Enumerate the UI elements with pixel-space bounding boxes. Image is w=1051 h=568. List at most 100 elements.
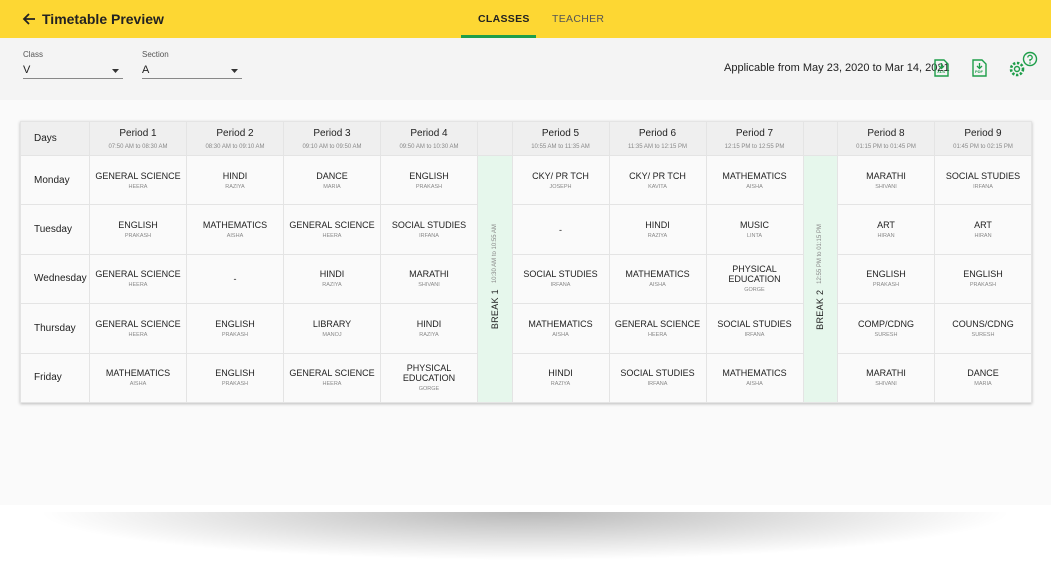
subject: GENERAL SCIENCE [289, 220, 375, 231]
period-name: Period 7 [735, 127, 774, 139]
lesson-cell: ENGLISH PRAKASH [380, 154, 478, 206]
field-value: A [142, 64, 150, 76]
teacher: PRAKASH [415, 183, 443, 190]
period-time: 12:15 PM to 12:55 PM [724, 143, 785, 150]
lesson-cell: SOCIAL STUDIES IRFANA [511, 253, 610, 305]
day-row: Wednesday GENERAL SCIENCE HEERA - HINDI RAZIY… [20, 253, 1032, 305]
subject: MATHEMATICS [722, 170, 787, 181]
subject: PHYSICAL EDUCATION [402, 363, 456, 384]
icon [934, 59, 949, 77]
period-time: 10:55 AM to 11:35 AM [531, 143, 590, 150]
teacher: PRAKASH [221, 381, 249, 388]
lesson-cell: GENERAL SCIENCE HEERA [608, 303, 707, 354]
lesson-cell: SOCIAL STUDIES IRFANA [380, 204, 478, 255]
period-name: Period 3 [313, 127, 351, 139]
subject: MATHEMATICS [528, 318, 593, 329]
subject: ENGLISH [118, 220, 158, 231]
period-time: 08:30 AM to 09:10 AM [205, 143, 265, 150]
subject: HINDI [319, 269, 345, 280]
lesson-cell: HINDI RAZIYA [283, 253, 381, 305]
subject: - [233, 273, 237, 284]
teacher: SURESH [874, 331, 898, 338]
teacher: RAZIYA [419, 331, 439, 338]
page-shadow [40, 512, 1010, 560]
teacher: GORGE [418, 386, 440, 393]
period-name: Period 2 [216, 127, 254, 139]
teacher: RAZIYA [225, 183, 245, 190]
teacher: MANOJ [322, 331, 342, 338]
app-bar: Timetable Preview CLASSES TEACHER [0, 0, 1051, 38]
teacher: HEERA [128, 183, 148, 190]
icon-label: PDF [975, 69, 983, 74]
lesson-cell: MATHEMATICS AISHA [608, 253, 707, 305]
lesson-cell: GENERAL SCIENCE HEERA [89, 303, 187, 354]
teacher: AISHA [746, 381, 763, 388]
period-time: 01:15 PM to 01:45 PM [856, 143, 916, 150]
days-header: Days [20, 121, 90, 156]
break-header [802, 121, 838, 156]
lesson-cell: DANCE MARIA [934, 352, 1032, 403]
tab[interactable]: TEACHER [552, 13, 605, 25]
class-select[interactable]: V [23, 62, 123, 79]
subject: MARATHI [866, 170, 906, 181]
subject: ENGLISH [409, 170, 449, 181]
teacher: IRFANA [647, 381, 668, 388]
subject: GENERAL SCIENCE [614, 318, 701, 329]
tab[interactable]: CLASSES [478, 13, 530, 25]
lesson-cell: HINDI RAZIYA [186, 154, 284, 206]
teacher: MARIA [974, 381, 992, 388]
teacher: RAZIYA [550, 381, 571, 388]
lesson-cell: MATHEMATICS AISHA [186, 204, 284, 255]
period-header: Period 2 08:30 AM to 09:10 AM [186, 121, 284, 156]
teacher: SHIVANI [418, 282, 440, 289]
lesson-cell: CKY/ PR TCH KAVITA [608, 154, 707, 206]
applicable-dates: Applicable from May 23, 2020 to Mar 14, … [724, 62, 950, 74]
export-pdf[interactable]: PDF [971, 59, 987, 82]
lesson-cell: MUSIC LINTA [705, 204, 804, 255]
break-time: 10:30 AM to 10:55 AM [491, 223, 498, 283]
lesson-cell: MARATHI SHIVANI [380, 253, 478, 305]
subject: SOCIAL STUDIES [620, 368, 695, 379]
lesson-cell: SOCIAL STUDIES IRFANA [705, 303, 804, 354]
period-time: 07:50 AM to 08:30 AM [108, 143, 168, 150]
export-xls[interactable]: XLS [933, 59, 949, 82]
lesson-cell: GENERAL SCIENCE HEERA [89, 253, 187, 305]
lesson-cell: - [511, 204, 610, 255]
day-row: Tuesday ENGLISH PRAKASH MATHEMATICS AISHA GEN… [20, 204, 1032, 255]
day-name: Monday [20, 154, 90, 206]
subject: GENERAL SCIENCE [95, 318, 181, 329]
lesson-cell: HINDI RAZIYA [608, 204, 707, 255]
teacher: IRFANA [744, 331, 765, 338]
teacher: HEERA [322, 233, 342, 240]
teacher: HEERA [648, 331, 667, 338]
period-name: Period 9 [964, 127, 1002, 139]
dropdown-arrow [112, 69, 119, 73]
teacher: HEERA [322, 381, 342, 388]
day-row: Friday MATHEMATICS AISHA ENGLISH PRAKASH GENE… [20, 352, 1032, 403]
lesson-cell: LIBRARY MANOJ [283, 303, 381, 354]
subject: SOCIAL STUDIES [717, 318, 792, 329]
period-name: Period 5 [541, 127, 580, 139]
period-name: Period 8 [867, 127, 905, 139]
break-header [477, 121, 513, 156]
teacher: SHIVANI [875, 381, 897, 388]
section-select[interactable]: A [142, 62, 242, 79]
settings-help[interactable] [1007, 51, 1039, 79]
subject: DANCE [967, 368, 999, 379]
day-name: Wednesday [20, 253, 90, 305]
icon-label: XLS [937, 69, 945, 74]
lesson-cell: MATHEMATICS AISHA [705, 352, 804, 403]
back-button[interactable] [22, 12, 36, 26]
subject: SOCIAL STUDIES [391, 220, 467, 231]
lesson-cell: ENGLISH PRAKASH [837, 253, 935, 305]
lesson-cell: PHYSICAL EDUCATION GORGE [705, 253, 804, 305]
period-name: Period 6 [638, 127, 677, 139]
period-name: Period 4 [410, 127, 448, 139]
period-name: Period 1 [119, 127, 157, 139]
day-name: Thursday [20, 303, 90, 354]
subject: HINDI [645, 220, 670, 231]
subject: MATHEMATICS [722, 368, 787, 379]
tab-indicator [461, 35, 536, 38]
subject: MATHEMATICS [105, 368, 171, 379]
